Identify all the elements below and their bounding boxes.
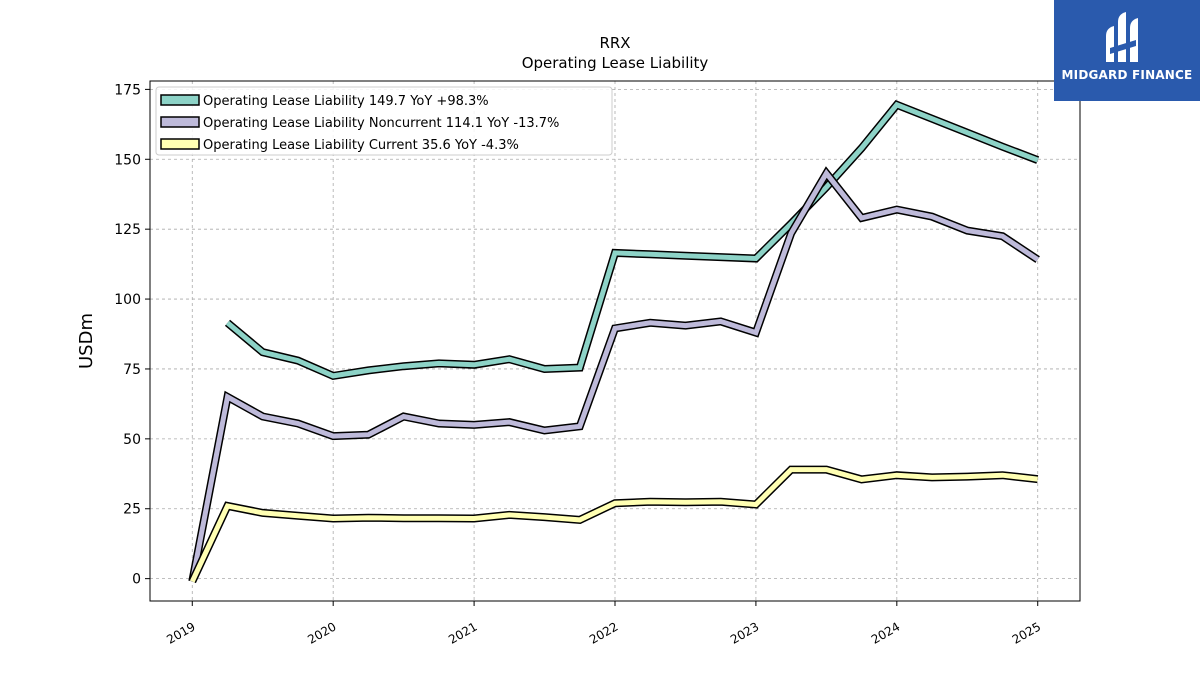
x-tick-label: 2025 bbox=[1010, 619, 1043, 646]
y-tick-label: 75 bbox=[123, 362, 141, 378]
midgard-logo-icon bbox=[1054, 0, 1200, 101]
y-tick-label: 0 bbox=[132, 572, 141, 588]
y-tick-label: 100 bbox=[114, 292, 141, 308]
brand-name: MIDGARD FINANCE bbox=[1061, 68, 1193, 82]
legend-swatch bbox=[160, 138, 200, 150]
x-tick-label: 2024 bbox=[869, 619, 902, 646]
legend-label: Operating Lease Liability 149.7 YoY +98.… bbox=[203, 94, 489, 109]
chart-subtitle: Operating Lease Liability bbox=[522, 54, 709, 72]
series-line bbox=[225, 101, 1039, 379]
series-layer bbox=[188, 100, 1040, 584]
grid bbox=[150, 81, 1080, 601]
brand-logo: MIDGARD FINANCE bbox=[1054, 0, 1200, 101]
legend-swatch bbox=[160, 116, 200, 128]
series-2 bbox=[188, 166, 1040, 583]
chart-title: RRX bbox=[599, 34, 630, 52]
y-tick-label: 175 bbox=[114, 82, 141, 98]
x-tick-label: 2021 bbox=[446, 619, 479, 646]
y-tick-label: 125 bbox=[114, 222, 141, 238]
y-axis-label: USDm bbox=[76, 313, 97, 369]
x-tick-label: 2023 bbox=[728, 619, 761, 646]
y-tick-label: 25 bbox=[123, 502, 141, 518]
series-line bbox=[190, 467, 1038, 583]
y-tick-label: 150 bbox=[114, 152, 141, 168]
x-tick-label: 2020 bbox=[305, 619, 338, 646]
legend: Operating Lease Liability 149.7 YoY +98.… bbox=[155, 86, 613, 156]
x-tick-label: 2022 bbox=[587, 619, 620, 646]
series-1 bbox=[224, 100, 1040, 381]
x-tick-label: 2019 bbox=[164, 619, 197, 646]
legend-swatch bbox=[160, 94, 200, 106]
y-tick-label: 50 bbox=[123, 432, 141, 448]
series-3 bbox=[188, 465, 1039, 584]
series-line bbox=[189, 168, 1040, 582]
legend-label: Operating Lease Liability Noncurrent 114… bbox=[203, 116, 559, 131]
legend-box bbox=[155, 86, 613, 156]
legend-label: Operating Lease Liability Current 35.6 Y… bbox=[203, 138, 519, 153]
